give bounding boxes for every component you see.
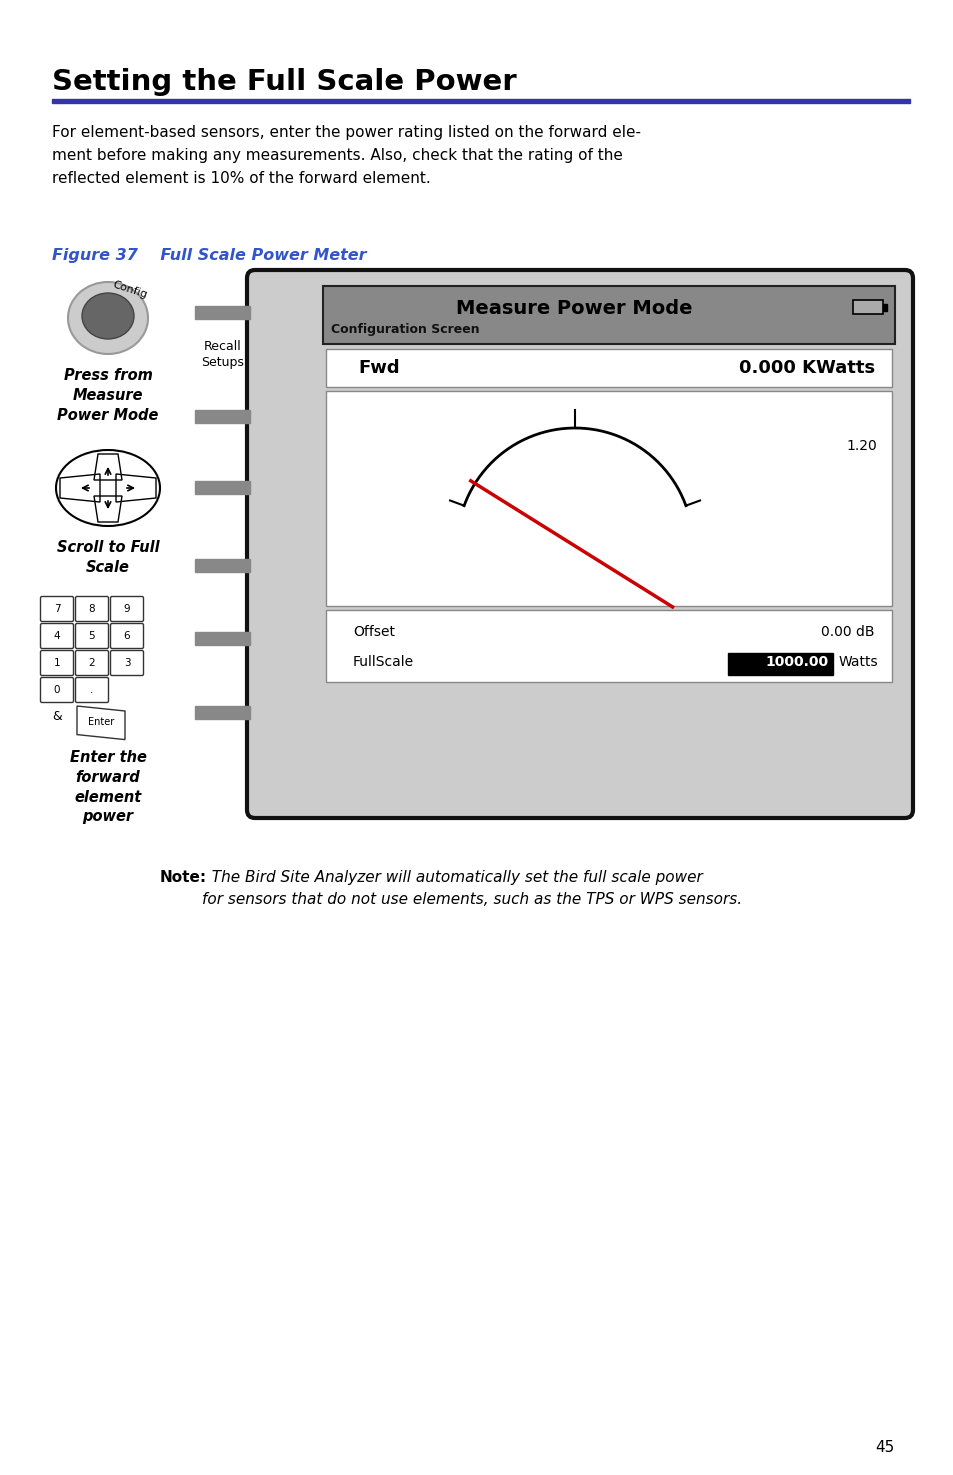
Text: 0: 0 xyxy=(53,684,60,695)
Bar xyxy=(882,304,886,311)
Text: &: & xyxy=(52,711,62,724)
Text: 4: 4 xyxy=(53,631,60,642)
FancyBboxPatch shape xyxy=(75,624,109,649)
Bar xyxy=(727,653,832,676)
Text: 2: 2 xyxy=(89,658,95,668)
Text: Figure 37    Full Scale Power Meter: Figure 37 Full Scale Power Meter xyxy=(52,248,366,263)
Text: Note:: Note: xyxy=(160,870,207,885)
Text: For element-based sensors, enter the power rating listed on the forward ele-
men: For element-based sensors, enter the pow… xyxy=(52,125,640,186)
Text: 45: 45 xyxy=(875,1440,894,1454)
Bar xyxy=(52,99,909,103)
Bar xyxy=(323,286,894,344)
Text: Recall
Setups: Recall Setups xyxy=(201,341,244,369)
FancyBboxPatch shape xyxy=(75,596,109,621)
Bar xyxy=(194,305,250,319)
Text: Setting the Full Scale Power: Setting the Full Scale Power xyxy=(52,68,517,96)
FancyBboxPatch shape xyxy=(40,596,73,621)
Text: 7: 7 xyxy=(53,603,60,614)
FancyBboxPatch shape xyxy=(40,677,73,702)
Text: 8: 8 xyxy=(89,603,95,614)
Text: 5: 5 xyxy=(89,631,95,642)
Bar xyxy=(194,559,250,571)
Ellipse shape xyxy=(68,282,148,354)
Text: 6: 6 xyxy=(124,631,131,642)
Text: Fwd: Fwd xyxy=(357,358,399,378)
FancyBboxPatch shape xyxy=(75,650,109,676)
Bar xyxy=(326,350,891,386)
Text: Scroll to Full
Scale: Scroll to Full Scale xyxy=(56,540,159,575)
Text: FullScale: FullScale xyxy=(353,655,414,670)
Text: Watts: Watts xyxy=(838,655,878,670)
Text: 3: 3 xyxy=(124,658,131,668)
Bar xyxy=(194,410,250,422)
Ellipse shape xyxy=(56,450,160,527)
Text: 0.000 KWatts: 0.000 KWatts xyxy=(739,358,874,378)
Text: 0.00 dB: 0.00 dB xyxy=(821,625,874,639)
Text: The Bird Site Analyzer will automatically set the full scale power
for sensors t: The Bird Site Analyzer will automaticall… xyxy=(202,870,741,907)
Ellipse shape xyxy=(82,294,133,339)
FancyBboxPatch shape xyxy=(247,270,912,819)
Text: Enter the
forward
element
power: Enter the forward element power xyxy=(70,749,146,825)
Text: Measure Power Mode: Measure Power Mode xyxy=(456,298,692,317)
Text: Enter: Enter xyxy=(88,717,114,727)
FancyBboxPatch shape xyxy=(40,624,73,649)
Text: 1000.00: 1000.00 xyxy=(765,655,828,670)
Bar xyxy=(194,705,250,718)
Bar xyxy=(194,631,250,645)
Text: 9: 9 xyxy=(124,603,131,614)
Text: Press from
Measure
Power Mode: Press from Measure Power Mode xyxy=(57,367,158,423)
Text: Offset: Offset xyxy=(353,625,395,639)
Bar xyxy=(326,611,891,681)
Bar xyxy=(194,481,250,494)
FancyBboxPatch shape xyxy=(75,677,109,702)
FancyBboxPatch shape xyxy=(40,650,73,676)
Text: 1.20: 1.20 xyxy=(845,440,876,453)
Text: 1: 1 xyxy=(53,658,60,668)
FancyBboxPatch shape xyxy=(111,624,143,649)
Text: Config: Config xyxy=(112,280,149,301)
Bar xyxy=(326,391,891,606)
Polygon shape xyxy=(77,707,125,739)
Text: Configuration Screen: Configuration Screen xyxy=(331,323,479,336)
FancyBboxPatch shape xyxy=(111,596,143,621)
Text: .: . xyxy=(91,684,93,695)
FancyBboxPatch shape xyxy=(111,650,143,676)
Bar xyxy=(852,299,882,314)
